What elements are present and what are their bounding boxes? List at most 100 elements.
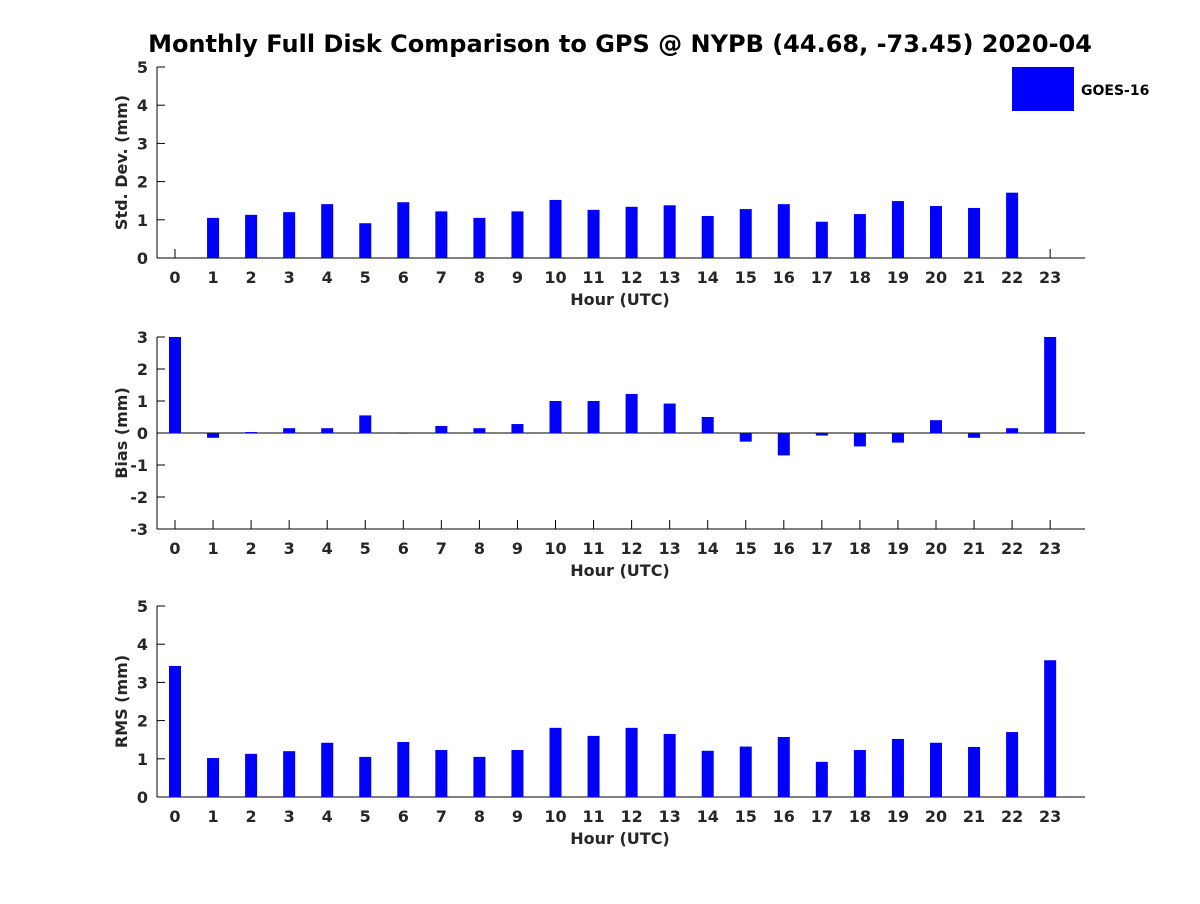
- bar: [1006, 732, 1019, 797]
- bar: [701, 417, 714, 433]
- bar: [891, 433, 904, 443]
- x-tick-label: 21: [963, 807, 985, 826]
- x-tick-label: 5: [360, 539, 371, 558]
- x-tick-label: 5: [360, 807, 371, 826]
- bar: [511, 750, 524, 797]
- bar: [587, 401, 600, 433]
- x-tick-label: 9: [512, 807, 523, 826]
- y-tick-label: 1: [137, 211, 148, 230]
- x-tick-label: 22: [1001, 539, 1023, 558]
- y-tick-label: 4: [137, 635, 148, 654]
- bar: [701, 750, 714, 797]
- bar: [549, 401, 562, 433]
- x-tick-label: 19: [887, 268, 909, 287]
- y-axis-label: Std. Dev. (mm): [112, 95, 131, 230]
- bar: [359, 415, 372, 433]
- legend-label: GOES-16: [1081, 83, 1149, 99]
- x-tick-label: 4: [322, 807, 333, 826]
- bar: [1006, 428, 1019, 433]
- x-tick-label: 11: [582, 268, 604, 287]
- x-tick-label: 4: [322, 268, 333, 287]
- x-axis-label: Hour (UTC): [570, 290, 670, 309]
- y-axis-label: RMS (mm): [112, 655, 131, 748]
- x-tick-label: 6: [398, 807, 409, 826]
- bar: [283, 751, 296, 797]
- x-tick-label: 22: [1001, 268, 1023, 287]
- y-tick-label: 4: [137, 96, 148, 115]
- x-tick-label: 20: [925, 268, 947, 287]
- bar: [397, 433, 410, 434]
- bar: [625, 393, 638, 433]
- x-tick-label: 17: [811, 268, 833, 287]
- y-tick-label: 5: [137, 597, 148, 616]
- x-tick-label: 8: [474, 807, 485, 826]
- bar: [511, 211, 524, 258]
- y-tick-label: 0: [137, 249, 148, 268]
- x-tick-label: 11: [582, 807, 604, 826]
- bar: [701, 215, 714, 258]
- bar: [815, 433, 828, 436]
- x-tick-label: 15: [735, 807, 757, 826]
- x-tick-label: 7: [436, 807, 447, 826]
- x-tick-label: 14: [697, 539, 719, 558]
- bar: [473, 756, 486, 797]
- y-tick-label: 3: [137, 134, 148, 153]
- x-tick-label: 5: [360, 268, 371, 287]
- bar: [587, 735, 600, 797]
- bar: [435, 750, 448, 797]
- y-tick-label: 1: [137, 750, 148, 769]
- x-tick-label: 19: [887, 807, 909, 826]
- y-tick-label: 0: [137, 788, 148, 807]
- bar: [207, 217, 220, 258]
- x-tick-label: 16: [773, 807, 795, 826]
- x-tick-label: 1: [207, 539, 218, 558]
- x-tick-label: 18: [849, 807, 871, 826]
- x-tick-label: 2: [246, 539, 257, 558]
- bar: [321, 428, 334, 433]
- y-tick-label: 2: [137, 173, 148, 192]
- x-tick-label: 12: [620, 539, 642, 558]
- bar: [1044, 660, 1057, 797]
- bar: [968, 746, 981, 797]
- bar: [853, 750, 866, 797]
- bar: [968, 207, 981, 258]
- chart-title: Monthly Full Disk Comparison to GPS @ NY…: [148, 30, 1092, 58]
- bar: [169, 337, 181, 433]
- x-tick-label: 7: [436, 268, 447, 287]
- bar: [321, 204, 334, 258]
- y-tick-label: 3: [137, 673, 148, 692]
- y-tick-label: 3: [137, 328, 148, 347]
- bar: [853, 214, 866, 258]
- y-axis-label: Bias (mm): [112, 387, 131, 479]
- x-axis-label: Hour (UTC): [570, 561, 670, 580]
- x-tick-label: 14: [697, 268, 719, 287]
- bar: [207, 758, 220, 797]
- y-tick-label: 2: [137, 712, 148, 731]
- bar: [1044, 337, 1057, 433]
- x-tick-label: 21: [963, 539, 985, 558]
- x-tick-label: 0: [169, 807, 180, 826]
- x-tick-label: 19: [887, 539, 909, 558]
- x-tick-label: 13: [659, 807, 681, 826]
- bar: [777, 204, 790, 258]
- x-tick-label: 6: [398, 268, 409, 287]
- x-tick-label: 10: [544, 807, 566, 826]
- y-tick-label: -2: [130, 488, 148, 507]
- bar: [321, 742, 334, 797]
- bar: [853, 433, 866, 447]
- y-tick-label: 0: [137, 424, 148, 443]
- x-tick-label: 11: [582, 539, 604, 558]
- bar: [435, 211, 448, 258]
- bar: [777, 737, 790, 797]
- legend-swatch: [1012, 67, 1074, 111]
- bar: [359, 756, 372, 797]
- x-tick-label: 3: [284, 807, 295, 826]
- bar: [663, 403, 676, 433]
- x-tick-label: 4: [322, 539, 333, 558]
- x-tick-label: 1: [207, 807, 218, 826]
- bar: [435, 425, 448, 433]
- x-tick-label: 2: [246, 268, 257, 287]
- bar: [587, 209, 600, 258]
- x-tick-label: 23: [1039, 268, 1061, 287]
